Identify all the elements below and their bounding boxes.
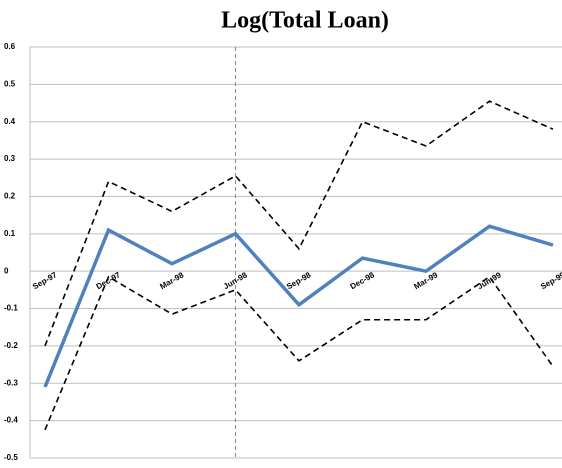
y-tick-label: 0	[4, 266, 9, 275]
series-line	[44, 275, 554, 431]
y-tick-label: 0.5	[4, 79, 16, 88]
y-tick-label: 0.3	[4, 154, 16, 163]
series-line	[44, 100, 554, 347]
x-tick-label: Mar-99	[412, 270, 439, 291]
y-tick-label: 0.2	[4, 192, 16, 201]
y-tick-label: 0.1	[4, 229, 16, 238]
series-line	[43, 224, 554, 388]
y-tick-label: -0.1	[4, 304, 18, 313]
chart-title: Log(Total Loan)	[221, 8, 389, 34]
x-tick-label: Sep-97	[31, 270, 59, 291]
y-tick-label: -0.5	[4, 453, 18, 462]
y-tick-label: 0.6	[4, 42, 16, 51]
y-tick-label: -0.2	[4, 341, 18, 350]
x-tick-label: Dec-97	[95, 270, 123, 291]
x-tick-label: Sep-98	[285, 270, 313, 291]
x-tick-label: Mar-98	[158, 270, 185, 291]
x-tick-label: Sep-99	[539, 270, 562, 291]
y-tick-label: -0.3	[4, 378, 18, 387]
y-tick-label: -0.4	[4, 416, 18, 425]
x-tick-label: Jun-99	[476, 270, 503, 291]
y-tick-label: 0.4	[4, 117, 16, 126]
x-tick-label: Dec-98	[349, 270, 377, 291]
